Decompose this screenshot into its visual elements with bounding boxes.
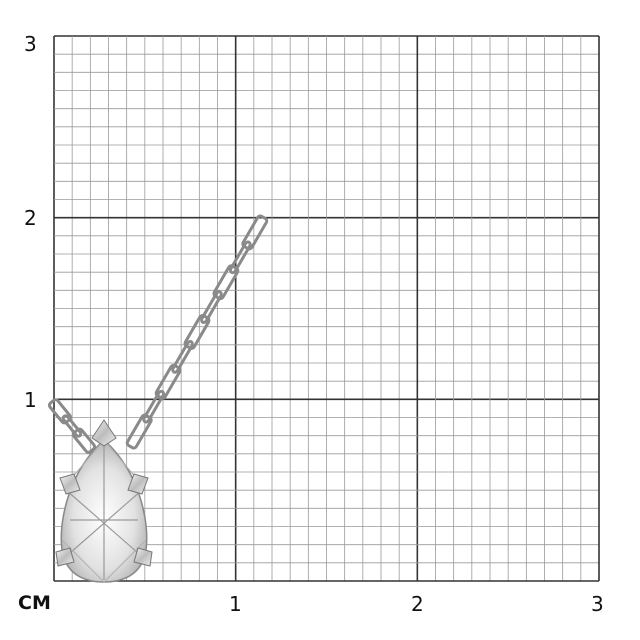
gem-facets bbox=[61, 445, 147, 580]
x-tick-2: 2 bbox=[411, 592, 424, 616]
x-tick-1: 1 bbox=[229, 592, 242, 616]
chain-link bbox=[71, 427, 97, 454]
chain-link bbox=[241, 214, 269, 251]
prong bbox=[59, 473, 81, 495]
chain-link bbox=[47, 398, 73, 425]
chain-link bbox=[125, 413, 153, 450]
chain-link bbox=[142, 389, 166, 424]
prong bbox=[133, 547, 153, 567]
y-tick-1: 1 bbox=[24, 388, 37, 412]
unit-label: CM bbox=[18, 592, 51, 614]
y-tick-3: 3 bbox=[24, 32, 37, 56]
chain-link bbox=[212, 264, 240, 301]
x-tick-3: 3 bbox=[591, 592, 604, 616]
gem-facets bbox=[61, 439, 147, 583]
prong bbox=[55, 547, 75, 567]
y-tick-2: 2 bbox=[24, 206, 37, 230]
chain-link bbox=[171, 340, 194, 374]
bail bbox=[91, 419, 117, 447]
chain-link bbox=[183, 314, 211, 350]
chain bbox=[47, 214, 269, 454]
chain-link bbox=[200, 290, 223, 324]
pendant bbox=[55, 419, 153, 583]
chain-link bbox=[228, 240, 252, 275]
chain-link bbox=[61, 414, 83, 438]
chain-link bbox=[154, 363, 182, 400]
prong bbox=[127, 473, 149, 495]
